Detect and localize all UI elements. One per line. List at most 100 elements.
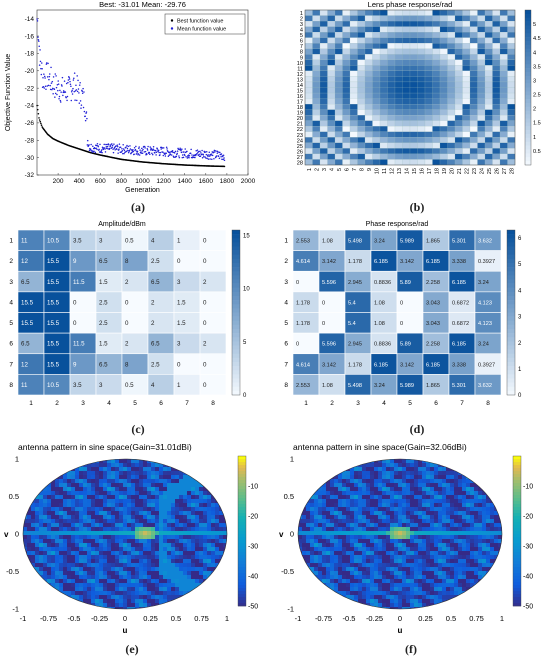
pattern-cell <box>402 575 407 580</box>
heatmap-cell <box>379 20 388 27</box>
x-tick-label-a: 800 <box>116 178 127 185</box>
cell-value-label: 0 <box>203 238 207 245</box>
heatmap-cell <box>304 148 313 155</box>
pattern-cell <box>374 491 379 496</box>
row-label-b: 25 <box>297 144 303 150</box>
colorbar-segment-d <box>507 374 515 379</box>
heatmap-cell <box>342 87 351 94</box>
pattern-cell <box>310 559 315 564</box>
pattern-cell <box>374 587 379 592</box>
heatmap-cell <box>334 32 343 38</box>
pattern-cell <box>406 459 411 464</box>
pattern-cell <box>179 555 184 560</box>
pattern-cell <box>394 543 399 548</box>
heatmap-cell <box>409 115 418 121</box>
pattern-cell <box>410 523 415 528</box>
pattern-cell <box>63 567 68 572</box>
pattern-cell <box>203 567 208 572</box>
heatmap-cell <box>304 54 313 60</box>
mean-point <box>181 148 183 150</box>
pattern-cell <box>63 503 68 508</box>
heatmap-cell <box>334 104 343 110</box>
heatmap-cell <box>417 54 426 60</box>
heatmap-cell <box>507 54 516 60</box>
pattern-cell <box>422 535 427 540</box>
pattern-cell <box>187 535 192 540</box>
pattern-cell <box>414 599 419 604</box>
x-tick-label-a: 1000 <box>135 178 150 185</box>
mean-point <box>144 150 147 153</box>
pattern-cell <box>123 587 128 592</box>
pattern-cell <box>318 515 323 520</box>
pattern-cell <box>326 567 331 572</box>
colorbar-tick-c: 15 <box>243 234 250 240</box>
heatmap-cell <box>327 54 336 60</box>
heatmap-cell <box>439 98 448 105</box>
pattern-cell <box>306 559 311 564</box>
series-mean-points <box>36 18 226 162</box>
pattern-cell <box>135 491 140 496</box>
pattern-cell <box>43 571 48 576</box>
heatmap-cell <box>447 54 456 60</box>
heatmap-cell <box>432 37 441 44</box>
mean-point <box>95 147 97 149</box>
heatmap-cell <box>379 59 388 66</box>
heatmap-cell <box>312 15 321 22</box>
pattern-cell <box>135 483 140 488</box>
pattern-cell <box>366 591 371 596</box>
pattern-cell <box>203 543 208 548</box>
pattern-cell <box>418 483 423 488</box>
pattern-cell <box>322 571 327 576</box>
mean-point <box>37 36 39 38</box>
pattern-cell <box>67 511 72 516</box>
pattern-cell <box>43 487 48 492</box>
colorbar-segment-d <box>507 362 515 367</box>
mean-point <box>44 85 47 87</box>
pattern-cell <box>103 467 108 472</box>
pattern-cell <box>199 543 204 548</box>
pattern-cell <box>398 519 403 524</box>
pattern-cell <box>370 475 375 480</box>
pattern-cell <box>107 547 112 552</box>
heatmap-cell <box>484 32 493 38</box>
heatmap-cell <box>394 37 403 44</box>
heatmap-cell <box>334 81 343 88</box>
pattern-cell <box>370 555 375 560</box>
pattern-cell <box>207 575 212 580</box>
pattern-cell <box>410 471 415 476</box>
heatmap-cell <box>507 109 516 116</box>
best-point <box>36 108 39 111</box>
pattern-cell <box>394 495 399 500</box>
pattern-cell <box>398 487 403 492</box>
pattern-cell <box>115 571 120 576</box>
heatmap-cell <box>364 65 373 71</box>
pattern-cell <box>199 567 204 572</box>
pattern-cell <box>147 595 152 600</box>
pattern-cell <box>450 515 455 520</box>
pattern-cell <box>330 515 335 520</box>
heatmap-cell <box>327 126 336 132</box>
heatmap-cell <box>462 54 471 60</box>
pattern-cell <box>382 579 387 584</box>
mean-point <box>41 67 43 70</box>
pattern-cell <box>151 563 156 568</box>
pattern-cell <box>446 515 451 520</box>
pattern-cell <box>219 519 224 524</box>
heatmap-cell <box>387 142 396 149</box>
pattern-cell <box>103 479 108 484</box>
pattern-cell <box>394 475 399 480</box>
col-label-c: 8 <box>211 400 215 407</box>
pattern-cell <box>318 491 323 496</box>
pattern-cell <box>426 487 431 492</box>
pattern-cell <box>171 471 176 476</box>
pattern-cell <box>91 531 96 536</box>
heatmap-cell <box>492 20 501 27</box>
pattern-cell <box>370 463 375 468</box>
pattern-cell <box>434 523 439 528</box>
pattern-cell <box>446 491 451 496</box>
heatmap-cell <box>364 9 373 16</box>
heatmap-cell <box>319 142 328 149</box>
pattern-cell <box>63 551 68 556</box>
pattern-cell <box>83 479 88 484</box>
pattern-cell <box>71 507 76 512</box>
